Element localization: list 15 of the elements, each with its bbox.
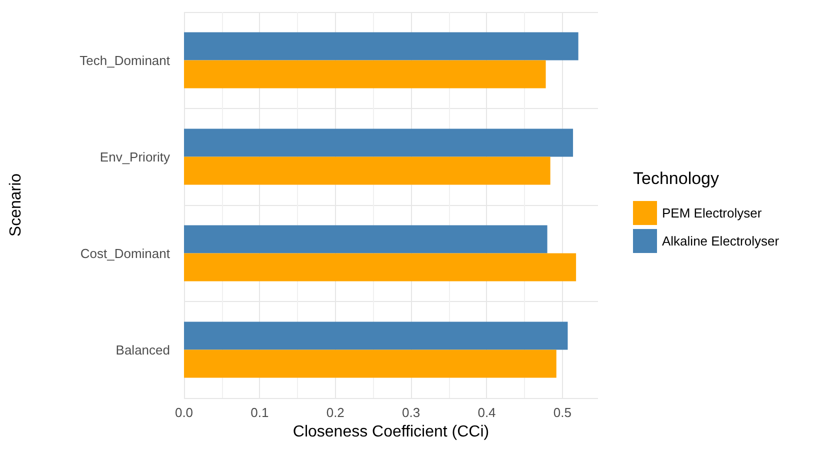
x-tick-label: 0.3 — [402, 405, 420, 420]
y-axis-title: Scenario — [8, 173, 24, 237]
y-tick-label: Cost_Dominant — [80, 246, 170, 261]
x-tick-label: 0.5 — [553, 405, 572, 420]
y-tick-label: Env_Priority — [100, 149, 170, 164]
x-tick-label: 0.2 — [326, 405, 344, 420]
legend-title: Technology — [633, 169, 720, 188]
y-tick-label: Balanced — [116, 342, 170, 358]
x-tick-label: 0.0 — [174, 405, 194, 420]
legend-label: Alkaline Electrolyser — [662, 234, 780, 248]
x-tick-label: 0.1 — [250, 405, 269, 420]
x-axis-title: Closeness Coefficient (CCi) — [292, 424, 490, 440]
legend-label: PEM Electrolyser — [662, 206, 762, 220]
x-tick-label: 0.4 — [478, 405, 496, 420]
y-tick-label: Tech_Dominant — [80, 52, 170, 68]
